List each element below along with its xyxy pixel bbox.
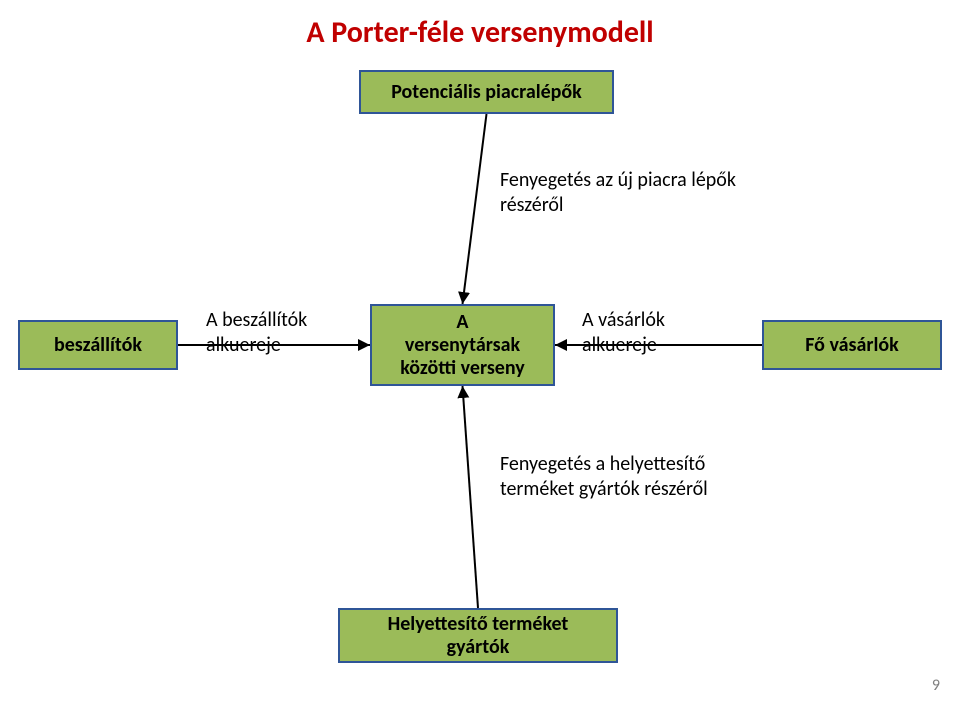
page-number: 9 <box>932 676 940 695</box>
connectors-svg <box>0 0 960 705</box>
connector-lines <box>178 114 762 608</box>
